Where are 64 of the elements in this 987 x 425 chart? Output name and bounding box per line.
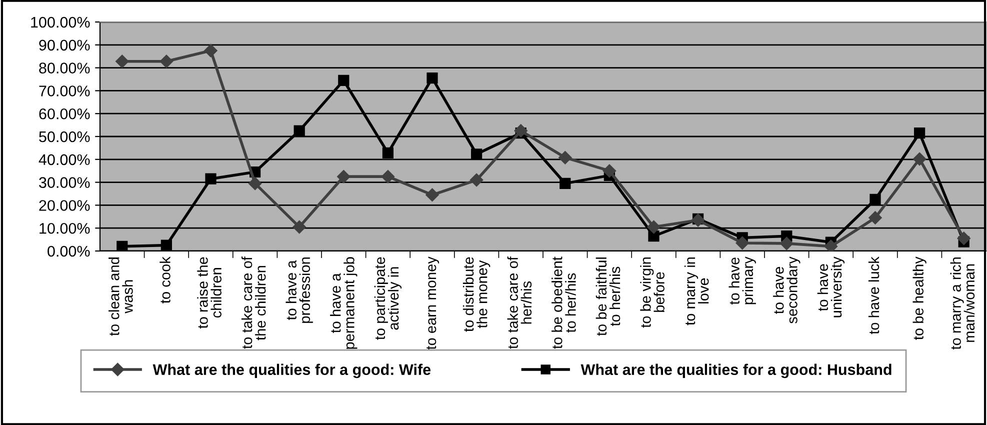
x-tick-label: to participate actively in	[374, 257, 402, 340]
point	[292, 220, 306, 234]
x-tick-label: to take care of her/his	[507, 256, 532, 349]
point	[647, 220, 660, 234]
point	[957, 232, 970, 245]
y-tick-label: 40.00%	[38, 154, 90, 166]
point	[426, 188, 439, 202]
x-tick-label: to be healthy	[912, 256, 926, 340]
x-tick-label: to have a profession	[286, 257, 313, 323]
point	[294, 125, 305, 136]
point	[912, 152, 926, 166]
x-tick-label: to have secondary	[773, 256, 800, 324]
point	[736, 236, 749, 250]
point	[116, 240, 128, 251]
x-tick-label: to earn money	[426, 256, 440, 350]
point	[824, 240, 838, 251]
x-tick-label: to be obedient to her/his	[552, 256, 576, 349]
point	[248, 176, 262, 190]
x-tick-label: to have university	[817, 256, 845, 318]
x-tick-label: to have luck	[868, 256, 880, 334]
legend-label: What are the qualities for a good: Wife	[152, 364, 431, 378]
x-tick-label: to take care of the children	[241, 256, 266, 349]
point	[116, 54, 129, 68]
y-tick-label: 60.00%	[39, 108, 90, 120]
y-tick-label: 30.00%	[39, 177, 90, 188]
point	[602, 164, 616, 178]
point	[780, 236, 794, 250]
x-tick-label: to raise the children	[197, 257, 222, 328]
point	[160, 54, 174, 68]
x-tick-label: to distribute the money	[462, 257, 490, 332]
point	[470, 148, 482, 160]
y-tick-label: 70.00%	[39, 86, 90, 96]
point	[868, 211, 882, 224]
point	[558, 150, 572, 164]
x-tick-label: to be faithful to her/his	[596, 258, 620, 336]
point	[560, 178, 571, 189]
y-tick-label: 50.00%	[39, 131, 90, 142]
point	[691, 213, 705, 227]
y-tick-label: 20.00%	[39, 200, 90, 211]
point	[914, 128, 926, 139]
point	[205, 173, 216, 184]
point	[470, 173, 484, 187]
x-tick-label: to clean and wash	[108, 257, 133, 336]
point	[381, 170, 395, 184]
point	[514, 124, 528, 138]
x-tick-label: to be virgin before	[640, 257, 664, 328]
point	[338, 74, 350, 86]
y-tick-label: 100.00%	[31, 16, 90, 28]
point	[426, 72, 438, 84]
point	[204, 44, 218, 58]
y-tick-label: 10.00%	[40, 222, 90, 234]
x-tick-label: to have primary	[728, 256, 756, 305]
y-tick-label: 0.00%	[48, 246, 90, 257]
x-tick-label: to have a permanent job	[330, 257, 358, 349]
point	[870, 194, 881, 206]
point	[337, 170, 350, 184]
x-tick-label: to cook	[160, 256, 170, 304]
point	[160, 240, 172, 251]
x-tick-label: to marry in love	[684, 257, 709, 326]
x-tick-label: to marry a rich man/woman	[950, 257, 975, 350]
y-tick-label: 90.00%	[39, 40, 90, 51]
y-tick-label: 80.00%	[39, 62, 90, 74]
legend-label: What are the qualities for a good: Husband	[580, 364, 892, 378]
point	[382, 147, 394, 159]
